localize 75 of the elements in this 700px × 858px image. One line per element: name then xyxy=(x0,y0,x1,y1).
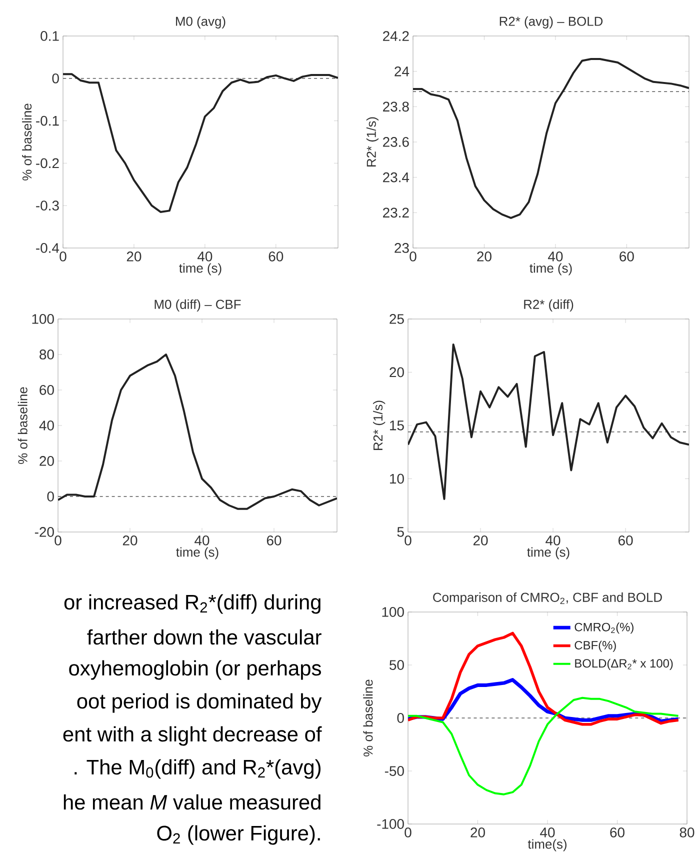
x-tick-label: 20 xyxy=(122,536,138,546)
y-tick-label: 10 xyxy=(390,474,404,484)
x-tick-label: 20 xyxy=(473,536,488,546)
y-axis-title: R2* (1/s) xyxy=(373,400,386,450)
y-tick-label: 15 xyxy=(390,420,404,430)
y-tick-label: -20 xyxy=(34,527,54,537)
legend-label: BOLD(ΔR$_{2}$* x 100) xyxy=(575,658,673,670)
y-tick-label: 80 xyxy=(40,350,54,360)
y-tick-label: -0.3 xyxy=(36,200,59,211)
text: he mean M value measured xyxy=(64,794,320,810)
text: ent with a slight decrease of xyxy=(63,726,322,746)
y-tick-label: 60 xyxy=(40,385,54,395)
chart-title: R2* (diff) xyxy=(524,299,574,312)
chart-title: Comparison of CMRO$_{2}$, CBF and BOLD xyxy=(433,592,662,604)
text: farther down the vascular xyxy=(87,629,322,645)
y-tick-label: 100 xyxy=(32,314,54,324)
y-tick-label: -0.2 xyxy=(36,158,59,168)
y-axis-title: % of baseline xyxy=(18,387,28,464)
x-tick-label: 20 xyxy=(126,252,142,262)
x-tick-label: 60 xyxy=(268,252,284,262)
y-tick-label: 0 xyxy=(47,492,54,502)
line-series xyxy=(408,344,690,500)
x-tick-label: 0 xyxy=(60,252,66,262)
y-tick-label: 24.2 xyxy=(383,31,409,41)
x-tick-label: 40 xyxy=(540,828,555,838)
x-tick-label: 20 xyxy=(470,828,485,838)
y-tick-label: 24 xyxy=(394,66,410,76)
chart-title: M0 (avg) xyxy=(176,16,226,28)
y-tick-label: 0.1 xyxy=(40,31,59,41)
x-tick-label: 80 xyxy=(680,828,694,838)
y-tick-label: 0 xyxy=(397,713,404,723)
x-tick-label: 40 xyxy=(194,536,210,546)
y-axis-title: % of baseline xyxy=(22,104,32,180)
y-tick-label: 5 xyxy=(397,527,404,537)
x-tick-label: 40 xyxy=(197,252,212,262)
y-tick-label: 20 xyxy=(40,456,54,466)
y-tick-label: 23.4 xyxy=(383,172,410,182)
x-axis-title: time (s) xyxy=(179,263,222,276)
legend-label: CMRO$_{2}$(%) xyxy=(574,622,634,634)
y-tick-label: -0.4 xyxy=(36,243,60,253)
y-tick-label: 100 xyxy=(382,607,404,617)
text: . The M$_{0}$(diff) and R$_{2}$*(avg) xyxy=(74,759,320,779)
y-tick-label: -0.1 xyxy=(36,116,59,126)
y-tick-label: 50 xyxy=(390,660,404,670)
x-tick-label: 40 xyxy=(546,536,560,546)
y-tick-label: 20 xyxy=(390,367,404,378)
text: O$_{2}$ (lower Figure). xyxy=(157,825,320,845)
y-tick-label: 40 xyxy=(39,420,54,430)
x-tick-label: 60 xyxy=(618,536,633,546)
x-tick-label: 20 xyxy=(477,252,492,262)
y-axis-title: % of baseline xyxy=(363,680,373,756)
x-axis-title: time (s) xyxy=(527,547,570,560)
x-tick-label: 60 xyxy=(620,252,634,262)
y-tick-label: 23 xyxy=(394,243,409,253)
chart-title: M0 (diff) – CBF xyxy=(154,299,241,312)
y-tick-label: 23.8 xyxy=(383,102,409,112)
text: oxyhemoglobin (or perhaps xyxy=(69,660,321,680)
x-axis-title: time (s) xyxy=(176,547,218,560)
legend-label: CBF(%) xyxy=(574,640,616,652)
y-axis-title: R2* (1/s) xyxy=(366,117,379,166)
y-tick-label: 23.2 xyxy=(383,208,409,218)
y-tick-label: -50 xyxy=(384,766,404,776)
chart-title: R2* (avg) – BOLD xyxy=(500,16,603,28)
x-tick-label: 0 xyxy=(410,252,416,262)
y-tick-label: 0 xyxy=(52,73,59,84)
x-axis-title: time(s) xyxy=(528,839,566,852)
x-tick-label: 40 xyxy=(548,252,563,262)
y-tick-label: -100 xyxy=(377,819,404,829)
x-tick-label: 60 xyxy=(266,536,282,546)
y-tick-label: 25 xyxy=(390,314,404,324)
text: or increased R$_{2}$*(diff) during xyxy=(64,594,320,614)
x-axis-title: time (s) xyxy=(530,263,572,276)
text: oot period is dominated by xyxy=(77,693,322,713)
y-tick-label: 23.6 xyxy=(383,137,409,147)
x-tick-label: 60 xyxy=(610,828,624,838)
